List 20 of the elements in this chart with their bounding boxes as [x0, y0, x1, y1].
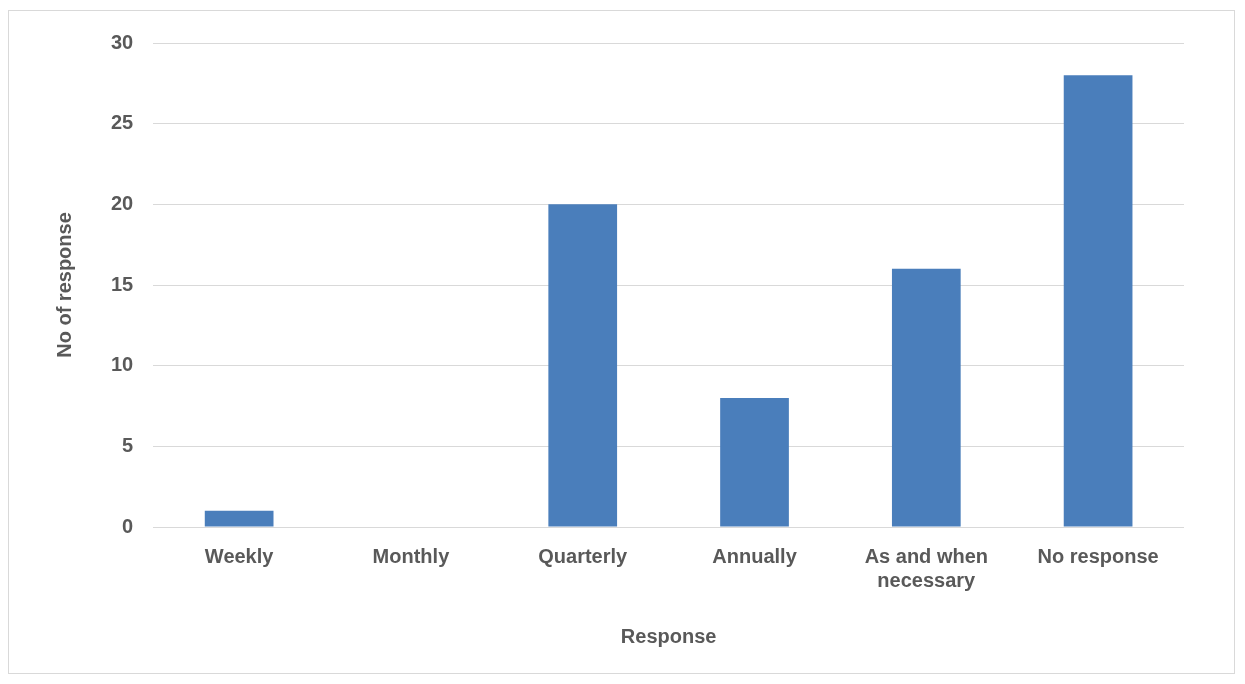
y-tick-label: 0	[122, 514, 134, 537]
x-tick-label: Quarterly	[538, 544, 629, 567]
x-tick-label: As and when necessary	[864, 544, 988, 591]
bar	[204, 510, 274, 527]
y-tick-label: 5	[122, 433, 134, 456]
x-tick-label: Annually	[712, 544, 798, 567]
y-axis-title: No of response	[52, 212, 75, 358]
bar	[720, 397, 789, 527]
bar	[1063, 75, 1133, 527]
bar	[548, 204, 618, 527]
y-tick-label: 20	[111, 191, 134, 214]
x-tick-label: Monthly	[372, 544, 451, 567]
y-tick-label: 15	[111, 272, 134, 295]
y-tick-label: 25	[111, 111, 134, 134]
bar	[891, 268, 961, 527]
y-tick-label: 10	[111, 353, 134, 376]
x-axis-title: Response	[620, 624, 717, 647]
y-tick-label: 30	[111, 30, 134, 53]
x-tick-label: No response	[1037, 544, 1159, 567]
x-tick-label: Weekly	[204, 544, 275, 567]
